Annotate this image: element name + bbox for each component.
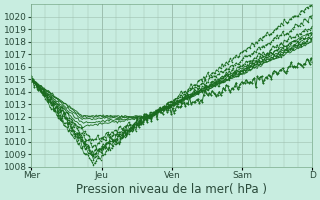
X-axis label: Pression niveau de la mer( hPa ): Pression niveau de la mer( hPa ): [76, 183, 268, 196]
